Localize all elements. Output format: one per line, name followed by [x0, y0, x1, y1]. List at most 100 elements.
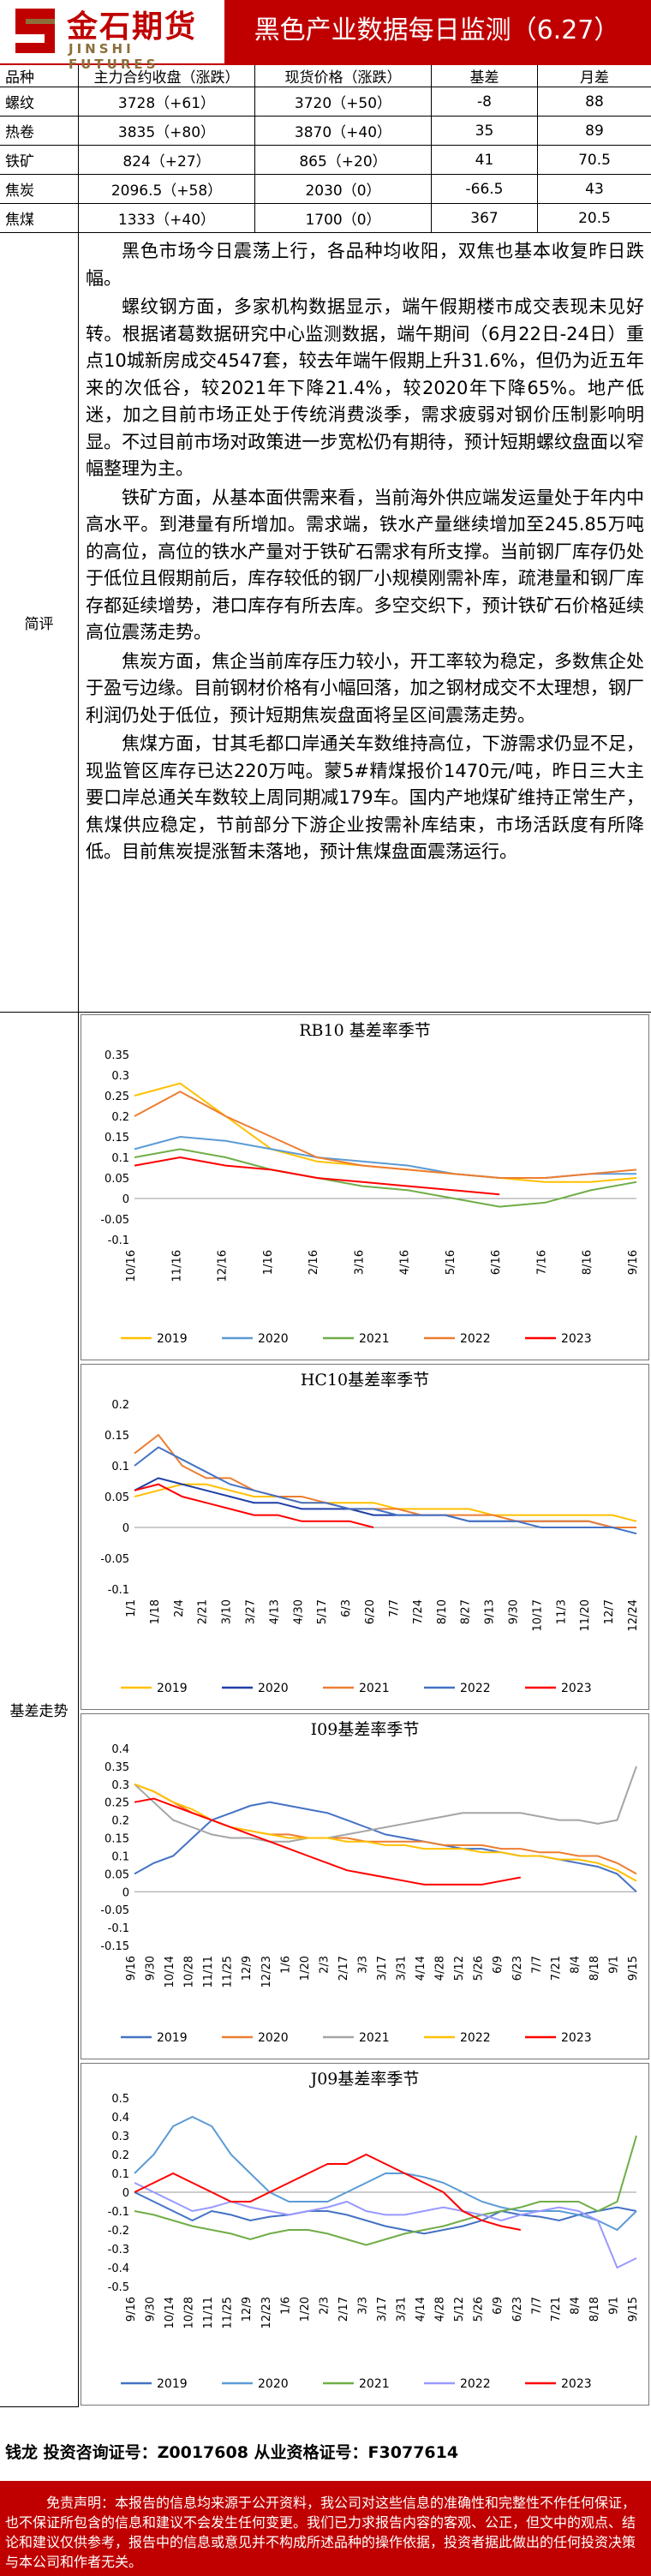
x-tick-label: 3/31	[396, 2297, 409, 2322]
x-tick-label: 5/26	[473, 2297, 486, 2322]
basis-section-label: 基差走势	[0, 1013, 79, 2407]
comment-section-label: 简评	[0, 233, 79, 1013]
table-cell-close: 2096.5（+58）	[79, 175, 255, 203]
x-tick-label: 2/16	[308, 1250, 320, 1275]
legend-label: 2021	[359, 1332, 390, 1346]
comment-paragraph-iron-ore: 铁矿方面，从基本面供需来看，当前海外供应端发运量处于年内中高水平。到港量有所增加…	[86, 487, 644, 643]
x-tick-label: 10/14	[164, 1956, 176, 1987]
x-tick-label: 6/3	[340, 1599, 353, 1617]
y-tick-label: 0.3	[111, 1779, 129, 1792]
x-tick-label: 10/14	[164, 2297, 176, 2328]
table-header-cell: 月差	[580, 69, 609, 87]
y-tick-label: -0.05	[100, 1553, 129, 1566]
legend-label: 2023	[561, 2377, 592, 2391]
x-tick-label: 3/3	[356, 2297, 369, 2315]
y-tick-label: -0.15	[100, 1940, 129, 1953]
legend-label: 2022	[460, 2377, 491, 2391]
logo-english-text: JINSHI FUTURES	[69, 41, 159, 72]
table-header-cell: 品种	[0, 65, 79, 87]
y-tick-label: 0.2	[111, 1111, 129, 1124]
jinshi-logo-icon	[15, 9, 55, 53]
table-cell-spread: 20.5	[578, 209, 611, 227]
x-tick-label: 1/20	[299, 2297, 312, 2322]
x-tick-label: 9/16	[125, 1956, 138, 1981]
y-tick-label: 0.15	[105, 1833, 129, 1846]
x-tick-label: 6/20	[364, 1599, 377, 1624]
x-tick-label: 11/11	[202, 1956, 215, 1987]
x-tick-label: 4/14	[415, 2297, 427, 2322]
table-row: 热卷 3835（+80） 3870（+40） 35 89	[0, 117, 651, 146]
logo: 金石期货 JINSHI FUTURES	[0, 0, 224, 72]
x-tick-label: 6/9	[492, 1956, 505, 1974]
x-tick-label: 3/10	[221, 1599, 234, 1624]
chart-hc10-svg: HC10基差率季节 0.2 0.15 0.1 0.05 0 -0.05 -0.1 1/1 1/18…	[100, 1371, 640, 1695]
y-tick-label: 0.25	[105, 1797, 129, 1810]
table-cell-close: 3728（+61）	[79, 87, 255, 116]
x-tick-label: 12/23	[260, 2297, 273, 2328]
chart-title: RB10 基差率季节	[299, 1021, 431, 1040]
table-cell-spread: 43	[585, 180, 604, 198]
series-line-2022	[134, 1446, 637, 1535]
y-tick-label: 0.05	[105, 1173, 129, 1186]
x-tick-label: 1/20	[299, 1956, 312, 1981]
x-tick-label: 7/21	[550, 2297, 563, 2322]
x-tick-label: 3/31	[396, 1956, 409, 1981]
table-cell-basis: -8	[432, 87, 538, 116]
x-tick-label: 11/20	[579, 1599, 592, 1631]
x-tick-label: 10/16	[125, 1250, 138, 1282]
table-row: 焦炭 2096.5（+58） 2030（0） -66.5 43	[0, 175, 651, 204]
y-tick-label: 0.1	[111, 1850, 129, 1863]
x-tick-label: 8/16	[582, 1250, 594, 1275]
x-tick-label: 12/16	[217, 1250, 230, 1282]
chart-i09-basis: I09基差率季节 0.4 0.35 0.3 0.25 0.2 0.15 0.1 0.05 0 -0.…	[81, 1713, 649, 2059]
series-line-2020	[134, 1135, 636, 1179]
chart-title: HC10基差率季节	[301, 1371, 429, 1390]
legend-label: 2020	[258, 2377, 289, 2391]
series-line-2022	[134, 2182, 637, 2269]
y-tick-label: -0.1	[108, 2206, 129, 2219]
x-tick-label: 4/14	[415, 1956, 427, 1981]
y-tick-label: -0.05	[100, 1904, 129, 1917]
x-tick-label: 1/16	[262, 1250, 275, 1275]
table-cell-spread: 88	[585, 93, 604, 111]
x-tick-label: 2/3	[318, 2297, 331, 2315]
legend-label: 2019	[157, 2377, 188, 2391]
series-line-2021	[134, 1148, 637, 1208]
x-tick-label: 3/3	[356, 1956, 369, 1974]
y-tick-label: 0.4	[111, 1743, 129, 1756]
series-line-2023	[134, 1483, 374, 1528]
series-line-2022	[134, 1091, 637, 1179]
y-tick-label: 0.2	[111, 2149, 129, 2162]
table-cell-variety: 热卷	[0, 117, 79, 145]
x-tick-label: 1/18	[149, 1599, 162, 1624]
series-line-2023	[134, 2153, 521, 2231]
x-tick-label: 9/13	[484, 1599, 497, 1624]
x-tick-label: 3/17	[376, 2297, 389, 2322]
x-tick-label: 9/15	[627, 2297, 640, 2322]
series-line-2019	[134, 1801, 637, 1893]
x-tick-label: 2/4	[173, 1599, 186, 1617]
x-tick-label: 12/9	[241, 1956, 254, 1981]
x-tick-label: 7/24	[412, 1599, 425, 1624]
legend-label: 2019	[157, 1682, 188, 1695]
analyst-credentials: 钱龙 投资咨询证号：Z0017608 从业资格证号：F3077614	[5, 2443, 459, 2462]
x-tick-label: 8/18	[588, 1956, 601, 1981]
comment-paragraph-coke: 焦炭方面，焦企当前库存压力较小，开工率较为稳定，多数焦企处于盈亏边缘。目前钢材价…	[86, 650, 644, 726]
series-line-2023	[134, 1797, 521, 1886]
series-line-2023	[134, 1156, 500, 1196]
report-header: 金石期货 JINSHI FUTURES 黑色产业数据每日监测（6.27）	[0, 0, 651, 72]
x-tick-label: 5/26	[473, 1956, 486, 1981]
x-tick-label: 3/17	[376, 1956, 389, 1981]
y-tick-label: 0.15	[105, 1430, 129, 1443]
x-tick-label: 7/7	[530, 1956, 543, 1974]
x-tick-label: 8/27	[460, 1599, 473, 1624]
comment-paragraph-coking-coal: 焦煤方面，甘其毛都口岸通关车数维持高位，下游需求仍显不足，现监管区库存已达220…	[86, 733, 644, 862]
y-tick-label: 0.2	[111, 1815, 129, 1828]
legend-label: 2023	[561, 1332, 592, 1346]
x-tick-label: 11/11	[202, 2297, 215, 2328]
y-tick-label: 0	[122, 1886, 129, 1899]
table-header-cell: 基差	[432, 65, 538, 87]
table-header-cell: 主力合约收盘（涨跌）	[79, 65, 255, 87]
x-tick-label: 4/28	[434, 1956, 447, 1981]
x-tick-label: 7/7	[530, 2297, 543, 2315]
